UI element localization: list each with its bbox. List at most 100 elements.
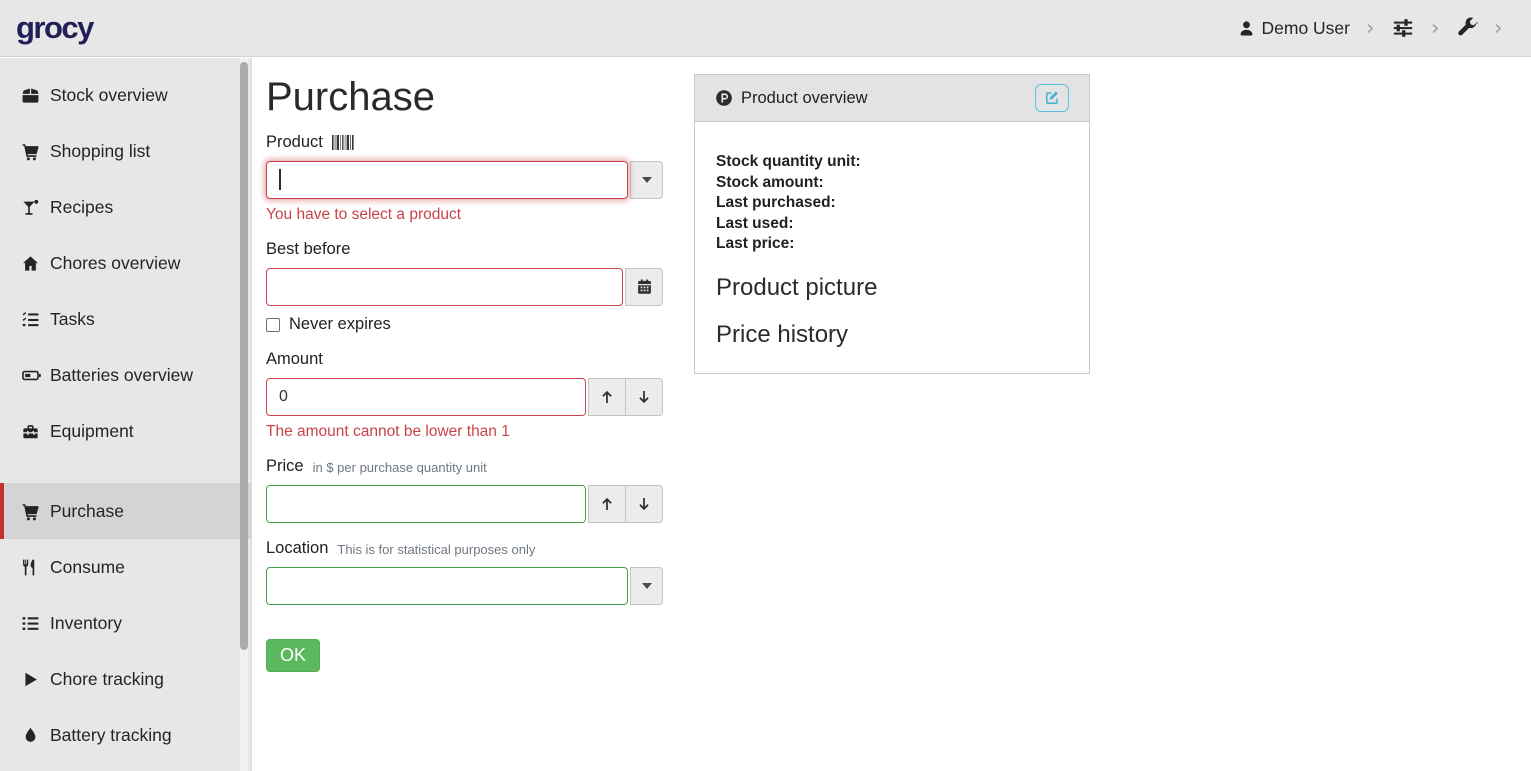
location-group: Location This is for statistical purpose… — [266, 539, 663, 605]
caret-down-icon — [641, 177, 652, 183]
sidebar-item-label: Inventory — [50, 612, 122, 633]
amount-increment-button[interactable] — [588, 378, 626, 416]
sidebar-item-equipment[interactable]: Equipment — [0, 403, 251, 459]
chevron-right-icon — [1429, 22, 1442, 35]
battery-icon — [21, 366, 41, 385]
edit-product-button[interactable] — [1035, 84, 1069, 112]
location-hint: This is for statistical purposes only — [337, 542, 536, 557]
last-used-row: Last used: — [716, 214, 794, 232]
sidebar-item-label: Recipes — [50, 196, 114, 217]
ok-button[interactable]: OK — [266, 639, 321, 672]
settings-sliders-button[interactable] — [1391, 17, 1415, 39]
sidebar-item-recipes[interactable]: Recipes — [0, 179, 251, 235]
product-picture-heading: Product picture — [716, 274, 878, 302]
price-increment-button[interactable] — [588, 485, 626, 523]
text-cursor — [279, 169, 281, 190]
product-overview-card: Product overview Stock quantity unit: St… — [694, 74, 1090, 375]
sidebar-item-label: Equipment — [50, 420, 134, 441]
location-input[interactable] — [266, 567, 628, 605]
play-icon — [21, 670, 40, 689]
price-group: Price in $ per purchase quantity unit — [266, 457, 663, 523]
sidebar-item-tasks[interactable]: Tasks — [0, 291, 251, 347]
home-icon — [21, 254, 40, 273]
stock-quantity-unit-row: Stock quantity unit: — [716, 153, 861, 170]
never-expires-row: Never expires — [266, 315, 663, 334]
admin-wrench-button[interactable] — [1456, 17, 1478, 39]
sidebar-item-chore-tracking[interactable]: Chore tracking — [0, 651, 251, 707]
sidebar-nav-list: Stock overview Shopping list Recipes Cho… — [0, 58, 251, 763]
user-label: Demo User — [1261, 17, 1351, 38]
amount-error: The amount cannot be lower than 1 — [266, 423, 510, 440]
price-decrement-button[interactable] — [625, 485, 663, 523]
sidebar-item-batteries-overview[interactable]: Batteries overview — [0, 347, 251, 403]
sidebar-scrollbar[interactable] — [240, 58, 248, 771]
sidebar-scrollbar-thumb[interactable] — [240, 62, 248, 650]
stock-amount-row: Stock amount: — [716, 173, 824, 191]
sidebar-item-purchase[interactable]: Purchase — [0, 483, 251, 539]
box-icon — [21, 86, 40, 105]
sidebar-item-shopping-list[interactable]: Shopping list — [0, 123, 251, 179]
purchase-form: Purchase Product You have to select a pr… — [266, 70, 663, 672]
location-dropdown-button[interactable] — [630, 567, 663, 605]
product-overview-header: Product overview — [695, 75, 1089, 122]
best-before-group: Best before Never expires — [266, 240, 663, 334]
toolbox-icon — [21, 422, 40, 441]
product-label: Product — [266, 133, 323, 151]
location-label: Location — [266, 539, 329, 557]
barcode-icon[interactable] — [331, 135, 354, 150]
sidebar-item-label: Battery tracking — [50, 724, 172, 745]
chevron-right-icon — [1364, 22, 1377, 35]
last-purchased-row: Last purchased: — [716, 194, 836, 212]
never-expires-checkbox[interactable] — [266, 317, 280, 332]
best-before-label: Best before — [266, 240, 351, 258]
sidebar-item-chores-overview[interactable]: Chores overview — [0, 235, 251, 291]
amount-group: Amount The amount cannot be lower than 1 — [266, 350, 663, 441]
edit-icon — [1044, 90, 1060, 106]
arrow-down-icon — [636, 389, 652, 405]
shopping-cart-icon — [21, 502, 40, 521]
sidebar-item-inventory[interactable]: Inventory — [0, 595, 251, 651]
sidebar-item-stock-overview[interactable]: Stock overview — [0, 67, 251, 123]
never-expires-label: Never expires — [289, 315, 391, 333]
calendar-button[interactable] — [625, 268, 663, 306]
droplet-icon — [21, 726, 40, 745]
price-history-heading: Price history — [716, 321, 849, 349]
app-logo[interactable]: grocy — [16, 10, 94, 45]
sidebar-item-label: Batteries overview — [50, 364, 193, 385]
page-title: Purchase — [266, 75, 435, 119]
amount-label: Amount — [266, 350, 323, 368]
sidebar: Stock overview Shopping list Recipes Cho… — [0, 58, 252, 771]
sidebar-item-label: Consume — [50, 556, 125, 577]
amount-decrement-button[interactable] — [625, 378, 663, 416]
product-dropdown-button[interactable] — [630, 161, 663, 199]
arrow-up-icon — [599, 389, 615, 405]
utensils-icon — [21, 558, 40, 577]
user-menu[interactable]: Demo User — [1238, 17, 1351, 39]
top-navbar: grocy Demo User — [0, 0, 1531, 57]
product-input[interactable] — [266, 161, 628, 199]
sidebar-item-consume[interactable]: Consume — [0, 539, 251, 595]
arrow-down-icon — [636, 496, 652, 512]
product-overview-body: Stock quantity unit: Stock amount: Last … — [695, 122, 1089, 373]
user-icon — [1238, 20, 1255, 37]
arrow-up-icon — [599, 496, 615, 512]
sidebar-item-battery-tracking[interactable]: Battery tracking — [0, 707, 251, 763]
price-input[interactable] — [266, 485, 586, 523]
price-label: Price — [266, 457, 304, 475]
amount-input[interactable] — [266, 378, 586, 416]
product-overview-title: Product overview — [741, 88, 868, 107]
navbar-right: Demo User — [1238, 17, 1506, 39]
sidebar-item-label: Purchase — [50, 500, 124, 521]
last-price-row: Last price: — [716, 235, 795, 253]
product-error: You have to select a product — [266, 206, 462, 223]
product-group: Product You have to select a product — [266, 133, 663, 224]
sidebar-item-label: Chores overview — [50, 252, 181, 273]
tasks-icon — [21, 310, 40, 329]
cocktail-icon — [21, 198, 40, 217]
price-hint: in $ per purchase quantity unit — [312, 460, 487, 475]
shopping-cart-icon — [21, 142, 40, 161]
chevron-right-icon — [1492, 22, 1505, 35]
sidebar-item-label: Shopping list — [50, 140, 151, 161]
best-before-input[interactable] — [266, 268, 623, 306]
caret-down-icon — [641, 583, 652, 589]
